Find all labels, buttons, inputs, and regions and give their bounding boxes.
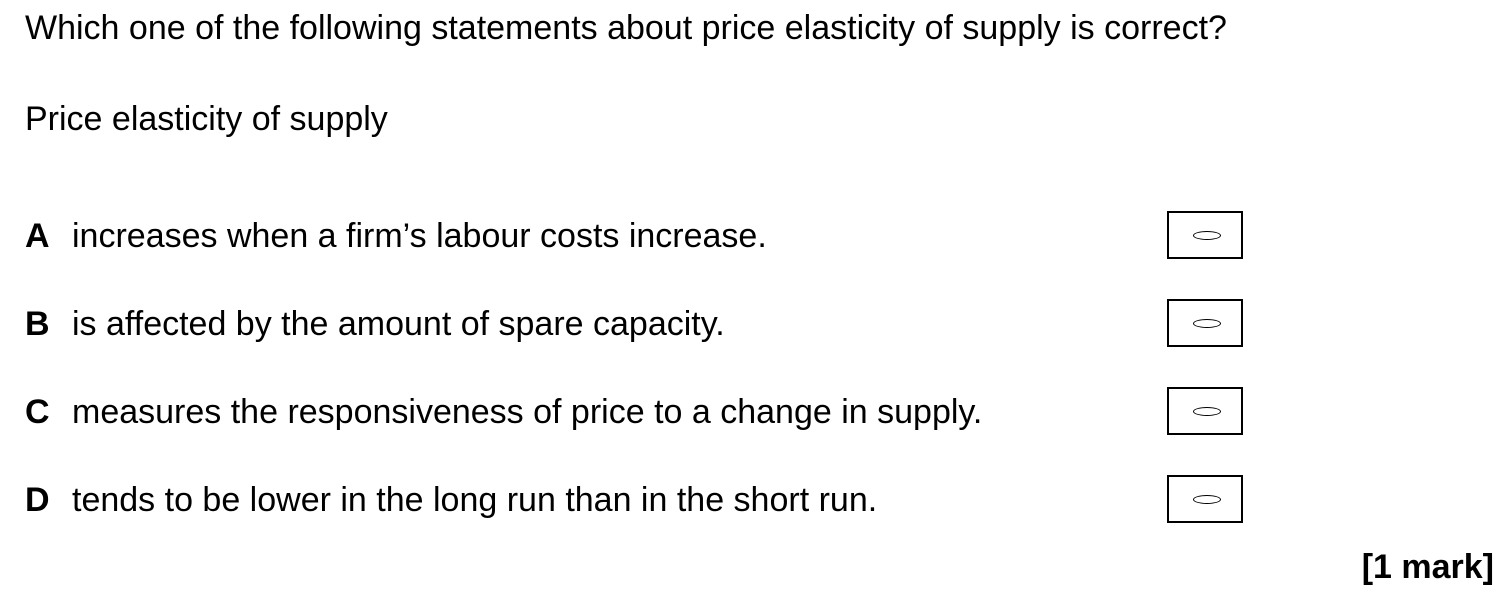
option-letter: D bbox=[25, 481, 50, 519]
option-text: is affected by the amount of spare capac… bbox=[72, 305, 725, 343]
option-letter: B bbox=[25, 305, 50, 343]
option-a: A increases when a firm’s labour costs i… bbox=[25, 211, 1265, 259]
option-letter: A bbox=[25, 217, 50, 255]
question-text: Which one of the following statements ab… bbox=[25, 9, 1227, 47]
answer-box-a[interactable] bbox=[1167, 211, 1243, 259]
mark-allocation: [1 mark] bbox=[1361, 548, 1494, 586]
option-text: tends to be lower in the long run than i… bbox=[72, 481, 878, 519]
option-text: increases when a firm’s labour costs inc… bbox=[72, 217, 767, 255]
option-text: measures the responsiveness of price to … bbox=[72, 393, 983, 431]
option-b: B is affected by the amount of spare cap… bbox=[25, 299, 1265, 347]
answer-bubble-icon bbox=[1193, 319, 1221, 328]
answer-bubble-icon bbox=[1193, 231, 1221, 240]
option-letter: C bbox=[25, 393, 50, 431]
answer-bubble-icon bbox=[1193, 495, 1221, 504]
option-c: C measures the responsiveness of price t… bbox=[25, 387, 1265, 435]
question-stem: Price elasticity of supply bbox=[25, 100, 388, 138]
answer-box-b[interactable] bbox=[1167, 299, 1243, 347]
answer-box-c[interactable] bbox=[1167, 387, 1243, 435]
answer-box-d[interactable] bbox=[1167, 475, 1243, 523]
option-d: D tends to be lower in the long run than… bbox=[25, 475, 1265, 523]
answer-bubble-icon bbox=[1193, 407, 1221, 416]
